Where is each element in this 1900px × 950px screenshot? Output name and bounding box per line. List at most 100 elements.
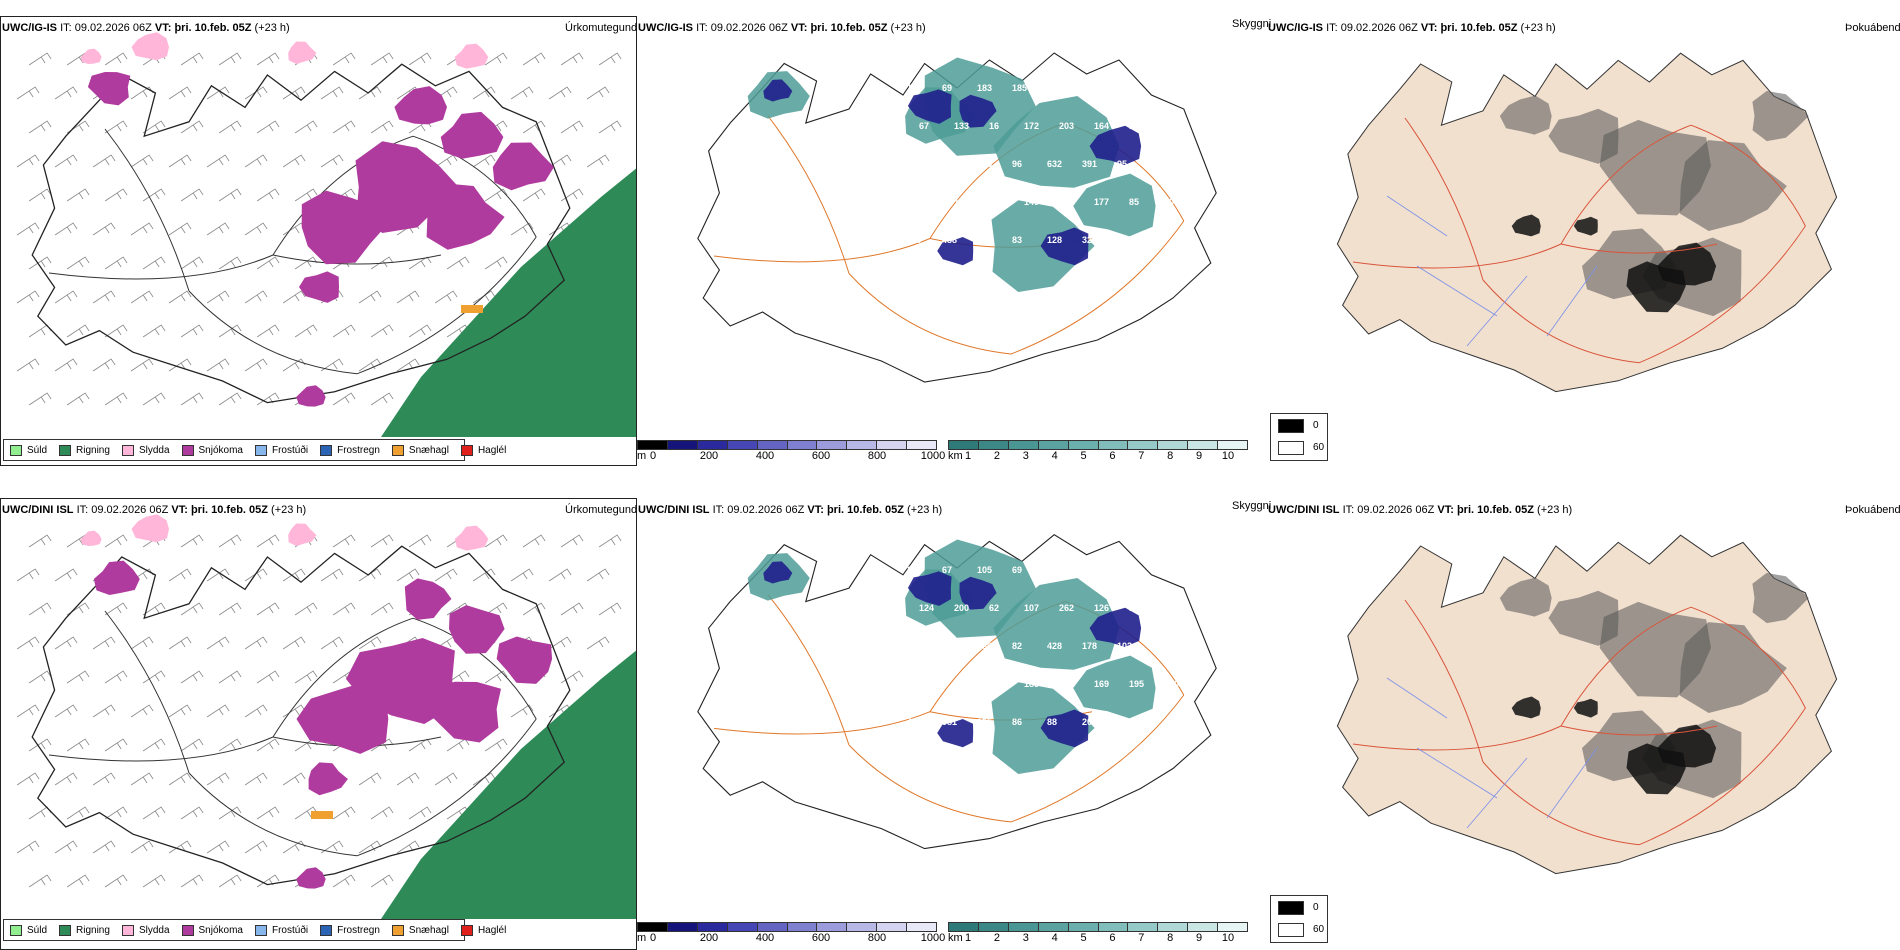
wind-barb [256,324,280,338]
snow-area-6 [308,762,348,796]
visibility-value-label: 265 [1059,197,1074,207]
wind-barb [408,256,432,270]
wind-barb [130,704,154,718]
wind-barb [358,86,382,100]
wind-barb [244,358,268,372]
wind-barb [180,670,204,684]
road-line [356,718,537,857]
wind-barb [484,534,508,548]
visibility-value-label: 126 [942,159,957,169]
wind-barb [294,256,318,270]
panel-name-precip-top: Úrkomutegund [565,22,638,34]
visibility-value-label: 96 [1012,159,1022,169]
ice-pellet-area [311,811,333,819]
colorbar-tick-label: 1 [964,450,972,462]
fog-area-2 [1548,108,1619,164]
road-line [1352,725,1562,751]
wind-barb [92,840,116,854]
legend-swatch [59,444,72,456]
visibility-value-label: 220 [1152,235,1167,245]
wind-barb [206,290,230,304]
precip-legend-item: Slydda [121,444,170,456]
wind-barb [282,772,306,786]
colorbar-tick-label: 0 [649,932,657,944]
wind-barb [16,290,40,304]
colorbar-cell [1038,923,1069,931]
panel-title-top-visibility: UWC/IG-IS IT: 09.02.2026 06Z VT: þri. 10… [638,22,926,34]
sleet-area-2 [454,43,489,69]
colorbar-tick-label: 1000 [920,450,946,462]
wind-barb [130,154,154,168]
wind-barb [66,670,90,684]
visibility-value-label: 67 [1082,83,1092,93]
visibility-value-label: 107 [1024,603,1039,613]
wind-barb [256,738,280,752]
visibility-value-label: 103 [1152,159,1167,169]
precip-legend-item: Snjókoma [181,924,243,936]
wind-barb [104,534,128,548]
colorbar-cell [1008,441,1039,449]
wind-barb [370,738,394,752]
wind-barb [54,154,78,168]
wind-barb [16,222,40,236]
wind-barb [256,120,280,134]
river-line [1386,195,1448,237]
wind-barb [598,534,622,548]
dense-fog-area-2 [1511,214,1541,237]
wind-barb [28,256,52,270]
wind-barb [180,256,204,270]
visibility-value-label: 160 [919,273,934,283]
wind-barb [244,290,268,304]
wind-barb [28,188,52,202]
colorbar-tick-label: 2 [993,450,1000,462]
wind-barb [180,392,204,406]
precip-type-map-bottom [16,514,636,919]
wind-barb [92,290,116,304]
wind-barb [332,874,356,888]
wind-barb [104,806,128,820]
colorbar-tick-label: 400 [755,932,775,944]
precip-legend-item: Haglél [460,924,507,936]
wind-barb [92,154,116,168]
colorbar-tick-label: 7 [1138,932,1145,944]
visibility-value-label: 76 [1047,83,1057,93]
visibility-value-label: 428 [1047,641,1062,651]
wind-barb [282,358,306,372]
wind-barb [244,704,268,718]
wind-barb [560,52,584,66]
sleet-area-0 [131,32,169,61]
wind-barb [548,154,572,168]
snow-area-5 [87,72,131,106]
wind-barb [332,534,356,548]
wind-barb [16,840,40,854]
wind-barb [104,392,128,406]
colorbar-tick-label: 3 [1022,450,1029,462]
wind-barb [54,86,78,100]
wind-barb [472,290,496,304]
wind-barb [294,188,318,202]
legend-label: Snjókoma [198,444,243,456]
wind-barb [92,636,116,650]
visibility-m-area-3 [1040,709,1089,748]
road-line [1560,243,1718,254]
colorbar-tick-label: 10 [1221,450,1235,462]
visibility-value-label: 195 [1129,679,1144,689]
visibility-km-area-3 [1073,655,1156,719]
visibility-km-area-3 [1073,173,1156,237]
legend-label: Haglél [477,924,507,936]
wind-barb [244,154,268,168]
wind-barb [168,86,192,100]
wind-barb [244,840,268,854]
wind-barb [16,86,40,100]
panel-name-fog-top: Þokuábendi [1845,22,1900,34]
fog-legend-label: 60 [1313,924,1325,935]
wind-barb [370,392,394,406]
visibility-m-area-2 [1089,125,1142,165]
wind-barb [218,874,242,888]
colorbar-cell [787,441,818,449]
visibility-value-label: 16 [989,121,999,131]
road-line [767,594,850,746]
visibility-value-label: 222 [907,565,922,575]
legend-swatch [391,924,404,936]
wind-barb [180,52,204,66]
